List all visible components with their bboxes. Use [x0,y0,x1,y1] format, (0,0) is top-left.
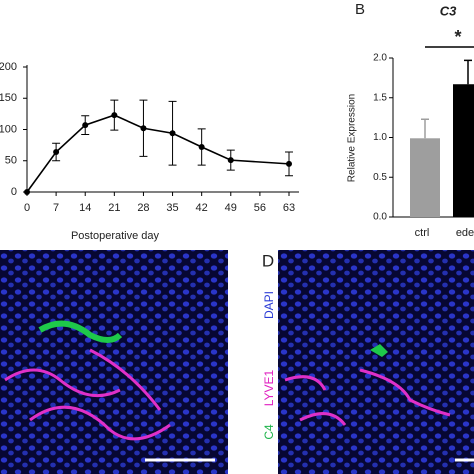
bar [453,84,474,217]
y-tick-label: 0.5 [373,172,387,183]
x-tick-label: 28 [137,202,149,214]
data-point [198,144,205,150]
y-tick-label: 1.5 [373,92,387,103]
y-tick-label: 0 [11,186,17,198]
x-tick-label: 0 [24,202,30,214]
x-tick-label: 49 [225,202,237,214]
error-bar [464,59,472,85]
bar [410,138,440,217]
error-bar [421,118,429,139]
x-tick-label: 56 [254,202,266,214]
data-point [140,125,147,132]
y-tick-label: 2.0 [373,53,387,64]
y-tick-label: 100 [0,123,17,135]
data-point [169,130,176,137]
chart-title: C3 [440,3,457,18]
x-tick-label: 42 [196,202,208,214]
panel-label: D [262,251,274,270]
x-axis-label: Postoperative day [71,230,160,242]
x-tick-label: 35 [166,202,178,214]
x-tick-label: 21 [108,202,120,214]
y-tick-label: 150 [0,92,17,104]
significance-star: * [454,27,461,47]
x-tick-label: ctrl [415,227,430,239]
panel-label: B [355,1,365,18]
x-tick-label: 14 [79,202,91,214]
data-point [24,189,30,195]
stain-label: LYVE1 [262,369,276,406]
data-point [111,112,118,119]
data-point [53,149,60,155]
y-tick-label: 200 [0,61,17,73]
micrograph-d [278,250,474,474]
x-tick-label: 7 [53,202,59,214]
x-tick-label: ede [456,227,474,239]
data-point [286,160,292,167]
data-point [227,157,234,164]
x-tick-label: 63 [283,202,295,214]
y-tick-label: 0.0 [373,212,387,223]
data-line [26,114,290,193]
micrograph-c [0,250,228,474]
y-axis-label: Relative Expression [347,94,358,182]
stain-label: C4 [262,424,276,440]
stain-label: DAPI [262,291,276,319]
y-tick-label: 50 [5,155,17,167]
data-point [82,122,89,129]
y-tick-label: 1.0 [373,132,387,143]
